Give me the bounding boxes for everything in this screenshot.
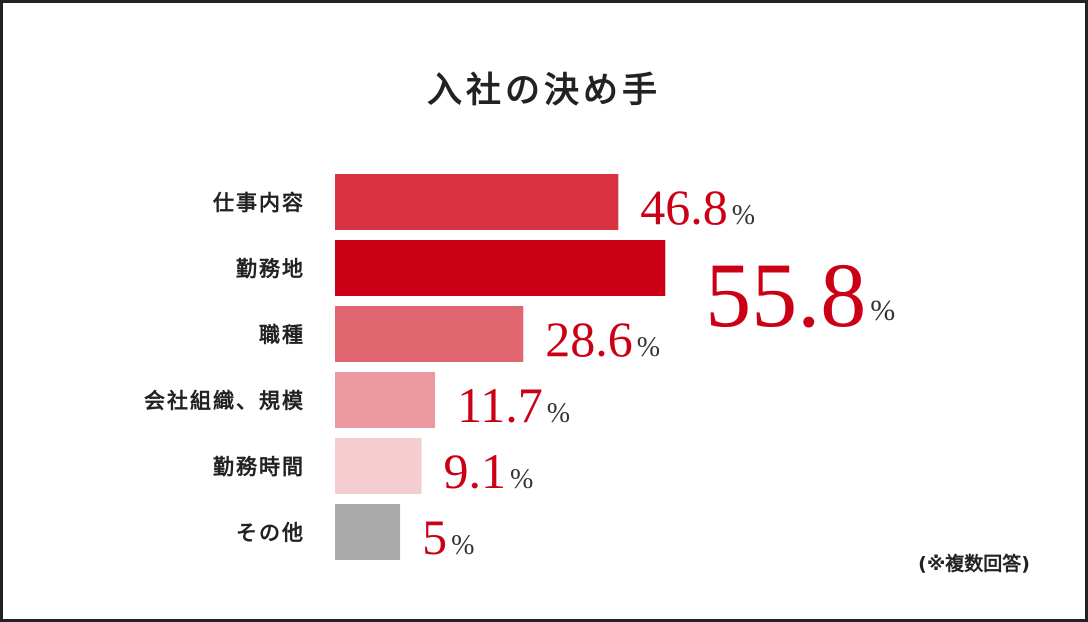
value-label: 5% bbox=[422, 509, 474, 565]
category-label: その他 bbox=[236, 521, 305, 545]
category-label: 勤務時間 bbox=[213, 455, 305, 479]
bar bbox=[335, 306, 524, 362]
chart-title: 入社の決め手 bbox=[427, 71, 661, 111]
value-label: 9.1% bbox=[444, 443, 534, 499]
bar bbox=[335, 438, 422, 494]
category-label: 勤務地 bbox=[236, 257, 305, 281]
category-label: 職種 bbox=[259, 323, 305, 347]
value-label: 55.8% bbox=[705, 244, 895, 346]
category-label: 会社組織、規模 bbox=[144, 389, 305, 413]
value-label: 28.6% bbox=[545, 311, 660, 367]
category-label: 仕事内容 bbox=[212, 191, 305, 215]
annotation: (※複数回答) bbox=[918, 552, 1030, 575]
value-label: 46.8% bbox=[640, 179, 755, 235]
bar bbox=[335, 504, 401, 560]
bar bbox=[335, 372, 436, 428]
value-label: 11.7% bbox=[457, 377, 570, 433]
bar bbox=[335, 240, 666, 296]
bar bbox=[335, 174, 619, 230]
